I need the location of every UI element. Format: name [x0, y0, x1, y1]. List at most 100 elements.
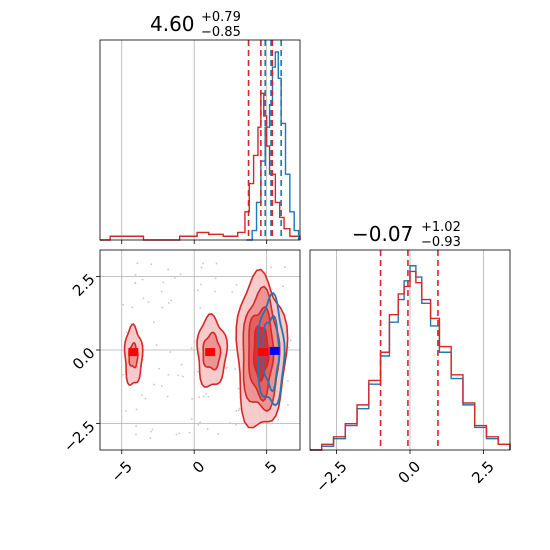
sample-point — [141, 278, 144, 281]
sample-point — [167, 268, 170, 271]
x-tick-label: 5 — [261, 458, 280, 477]
panel-title-lower-error: −0.93 — [421, 235, 461, 250]
axis-ticks — [96, 276, 268, 454]
sample-point — [206, 428, 209, 430]
x-tick-label: 0.0 — [395, 458, 425, 488]
histogram-series-b — [100, 92, 301, 241]
sample-point — [169, 351, 172, 353]
sample-point — [205, 393, 207, 395]
x-tick-label: −5 — [108, 458, 136, 486]
sample-point — [237, 409, 240, 412]
sample-point — [160, 385, 163, 387]
sample-point — [200, 283, 202, 286]
mode-marker-series-b — [128, 348, 139, 357]
y-tick-label: −2.5 — [60, 417, 98, 455]
x-ticks — [121, 240, 268, 244]
quantile-lines — [247, 40, 282, 240]
panel-title-value: 4.60 — [150, 12, 195, 36]
sample-point — [202, 395, 205, 398]
sample-point — [199, 306, 202, 309]
sample-point — [235, 423, 237, 426]
sample-point — [234, 368, 237, 371]
y-tick-label: 2.5 — [69, 270, 99, 300]
sample-point — [270, 266, 272, 269]
sample-point — [287, 403, 289, 406]
sample-point — [151, 428, 154, 431]
sample-point — [136, 262, 139, 265]
axes-frame — [99, 39, 301, 241]
sample-point — [166, 395, 169, 398]
y-tick-label: 0.0 — [69, 344, 99, 374]
mode-marker-series-b — [258, 348, 269, 357]
sample-point — [202, 262, 204, 265]
x-tick-label: 2.5 — [468, 458, 498, 488]
sample-point — [152, 321, 155, 324]
sample-point — [178, 432, 181, 435]
sample-point — [175, 433, 178, 436]
sample-point — [290, 339, 292, 342]
sample-point — [140, 394, 143, 397]
sample-point — [134, 281, 137, 284]
sample-point — [235, 410, 238, 412]
x-tick-label: 0 — [189, 458, 208, 477]
panel-title-upper-error: +0.79 — [201, 10, 241, 25]
sample-point — [238, 407, 241, 410]
sample-point — [190, 347, 193, 350]
panel-title-value: −0.07 — [352, 222, 413, 246]
sample-point — [190, 418, 193, 420]
sample-point — [144, 397, 147, 400]
sample-point — [193, 340, 196, 343]
sample-point — [142, 297, 145, 300]
sample-point — [217, 433, 220, 435]
sample-point — [170, 299, 173, 302]
sample-point — [188, 431, 191, 434]
sample-point — [177, 374, 179, 377]
sample-point — [197, 370, 200, 373]
sample-point — [125, 331, 128, 334]
mode-marker-series-a — [269, 346, 280, 355]
sample-point — [237, 387, 240, 390]
sample-point — [135, 433, 137, 436]
panel-joint-2d: −5 0 5 2.5 0.0 −2.5 — [60, 249, 301, 486]
sample-point — [135, 425, 138, 428]
x-tick-label: −2.5 — [312, 458, 350, 496]
sample-point — [286, 379, 289, 382]
sample-point — [225, 367, 227, 370]
panel-title-lower-error: −0.85 — [201, 25, 241, 40]
sample-point — [214, 277, 217, 280]
sample-point — [173, 277, 176, 279]
sample-point — [167, 373, 170, 376]
panel-param-2-marginal: −2.5 0.0 2.5 −0.07 +1.02 −0.93 — [309, 220, 511, 496]
sample-point — [199, 421, 201, 424]
sample-point — [282, 285, 284, 288]
sample-point — [231, 290, 234, 293]
sample-point — [150, 430, 152, 433]
sample-point — [134, 273, 137, 276]
quantile-lines — [379, 250, 439, 450]
sample-point — [160, 290, 163, 293]
sample-point — [161, 306, 164, 309]
histogram-series-b — [310, 270, 511, 451]
panel-param-1-marginal: 4.60 +0.79 −0.85 — [99, 10, 301, 244]
mode-marker-series-b — [205, 348, 216, 357]
sample-point — [167, 302, 170, 304]
sample-point — [162, 281, 165, 284]
sample-point — [207, 395, 210, 398]
histogram-series-a — [246, 51, 300, 241]
sample-point — [182, 375, 184, 378]
sample-point — [147, 300, 150, 303]
sample-point — [179, 273, 182, 275]
sample-point — [149, 437, 152, 439]
x-tick-labels: −2.5 0.0 2.5 — [312, 458, 498, 496]
sample-point — [158, 367, 161, 370]
sample-point — [122, 303, 125, 306]
sample-point — [150, 263, 153, 266]
sample-point — [284, 266, 286, 268]
sample-point — [180, 363, 183, 366]
sample-point — [235, 283, 238, 286]
sample-point — [198, 396, 201, 399]
sample-point — [197, 289, 199, 292]
sample-point — [214, 290, 217, 293]
sample-point — [122, 373, 124, 376]
